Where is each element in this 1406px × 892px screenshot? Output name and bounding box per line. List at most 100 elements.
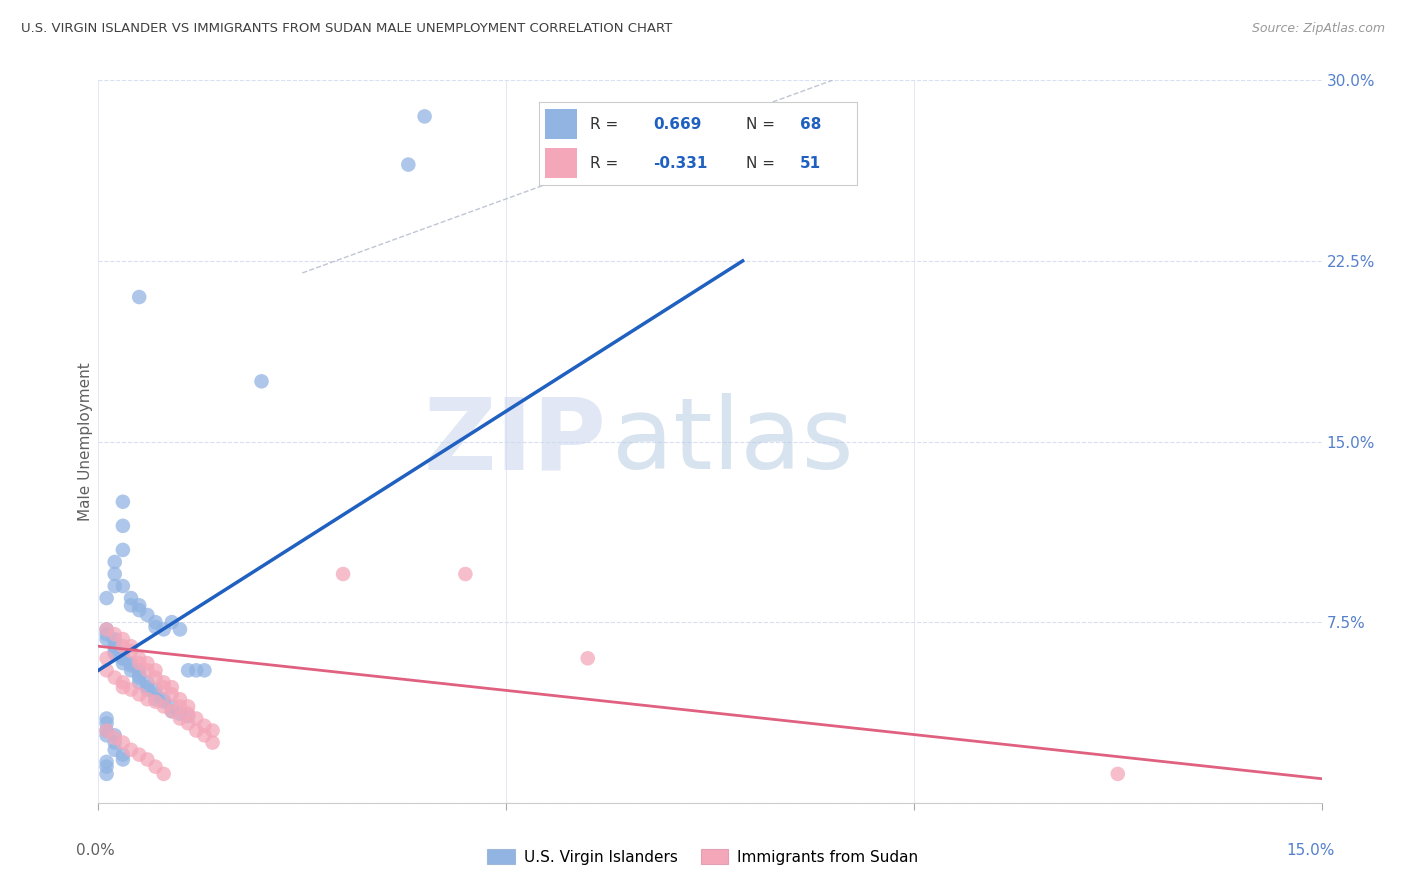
Point	[111, 494, 134, 508]
Point	[120, 658, 142, 673]
Point	[169, 699, 191, 714]
Point	[177, 706, 200, 721]
Point	[136, 664, 159, 678]
Point	[160, 615, 183, 630]
Text: 0.0%: 0.0%	[76, 843, 115, 858]
Point	[145, 671, 167, 685]
Point	[111, 579, 134, 593]
Point	[413, 109, 436, 123]
Point	[193, 719, 215, 733]
Point	[104, 671, 127, 685]
Point	[111, 651, 134, 665]
Point	[145, 760, 167, 774]
Point	[169, 712, 191, 726]
Point	[186, 664, 208, 678]
Point	[96, 767, 118, 781]
Point	[128, 651, 150, 665]
Point	[201, 735, 224, 749]
Point	[136, 752, 159, 766]
Point	[128, 656, 150, 670]
Point	[120, 682, 142, 697]
Point	[576, 651, 599, 665]
Text: 15.0%: 15.0%	[1286, 843, 1334, 858]
Point	[152, 623, 174, 637]
Point	[201, 723, 224, 738]
Point	[193, 728, 215, 742]
Point	[96, 712, 118, 726]
Point	[152, 767, 174, 781]
Point	[96, 632, 118, 646]
Point	[111, 680, 134, 694]
Point	[96, 623, 118, 637]
Point	[136, 675, 159, 690]
Point	[136, 656, 159, 670]
Point	[111, 542, 134, 557]
Point	[177, 699, 200, 714]
Point	[454, 567, 477, 582]
Point	[96, 627, 118, 641]
Point	[104, 555, 127, 569]
Point	[145, 687, 167, 701]
Point	[169, 623, 191, 637]
Point	[96, 651, 118, 665]
Point	[120, 644, 142, 658]
Point	[120, 639, 142, 653]
Point	[96, 723, 118, 738]
Point	[160, 704, 183, 718]
Point	[160, 687, 183, 701]
Point	[111, 735, 134, 749]
Point	[111, 752, 134, 766]
Point	[120, 743, 142, 757]
Point	[186, 712, 208, 726]
Point	[104, 627, 127, 641]
Point	[128, 747, 150, 762]
Text: atlas: atlas	[612, 393, 853, 490]
Point	[96, 760, 118, 774]
Point	[169, 692, 191, 706]
Point	[128, 668, 150, 682]
Point	[128, 603, 150, 617]
Text: Source: ZipAtlas.com: Source: ZipAtlas.com	[1251, 22, 1385, 36]
Point	[160, 704, 183, 718]
Point	[104, 731, 127, 745]
Point	[193, 664, 215, 678]
Point	[145, 664, 167, 678]
Point	[104, 647, 127, 661]
Point	[96, 716, 118, 731]
Point	[1107, 767, 1129, 781]
Y-axis label: Male Unemployment: Male Unemployment	[77, 362, 93, 521]
Point	[104, 634, 127, 648]
Point	[145, 620, 167, 634]
Point	[152, 695, 174, 709]
Point	[111, 632, 134, 646]
Point	[104, 639, 127, 653]
Point	[96, 623, 118, 637]
Point	[152, 680, 174, 694]
Point	[152, 675, 174, 690]
Point	[96, 728, 118, 742]
Point	[96, 755, 118, 769]
Point	[104, 644, 127, 658]
Point	[96, 723, 118, 738]
Point	[111, 675, 134, 690]
Point	[136, 692, 159, 706]
Point	[128, 675, 150, 690]
Point	[332, 567, 354, 582]
Point	[128, 664, 150, 678]
Point	[120, 656, 142, 670]
Point	[152, 699, 174, 714]
Point	[177, 709, 200, 723]
Point	[96, 664, 118, 678]
Point	[104, 728, 127, 742]
Point	[160, 699, 183, 714]
Point	[136, 680, 159, 694]
Point	[104, 567, 127, 582]
Point	[145, 682, 167, 697]
Point	[111, 647, 134, 661]
Point	[128, 599, 150, 613]
Point	[111, 747, 134, 762]
Point	[104, 735, 127, 749]
Point	[128, 671, 150, 685]
Point	[120, 591, 142, 605]
Point	[160, 680, 183, 694]
